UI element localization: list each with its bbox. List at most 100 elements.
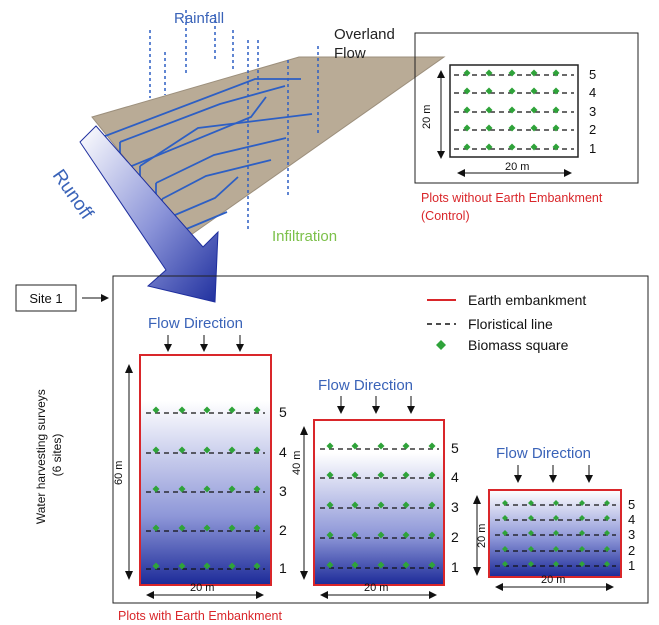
control-line-number: 3 xyxy=(589,104,596,119)
plot1-biomass-square xyxy=(203,524,211,532)
control-biomass-square xyxy=(530,143,538,151)
plot3-line-number: 5 xyxy=(628,497,635,512)
legend-biomass-label: Biomass square xyxy=(468,337,569,353)
plot3-biomass-square xyxy=(579,530,585,536)
control-biomass-square xyxy=(552,106,560,114)
runoff-arrow xyxy=(79,125,219,303)
plot2-line-number: 5 xyxy=(451,440,459,456)
control-bottom-label: 20 m xyxy=(505,161,529,173)
plot1-biomass-square xyxy=(152,446,160,454)
plot2-biomass-square xyxy=(326,531,334,539)
control-biomass-square xyxy=(485,143,493,151)
control-biomass-square xyxy=(530,124,538,132)
plot1-biomass-square xyxy=(178,524,186,532)
plot3-biomass-square xyxy=(502,530,508,536)
plot1-line-number: 1 xyxy=(279,560,287,576)
plot1-side-label: 60 m xyxy=(113,461,125,485)
control-caption-line-2: (Control) xyxy=(421,209,470,223)
plot2-line-number: 1 xyxy=(451,559,459,575)
plot2-line-number: 3 xyxy=(451,499,459,515)
plot2-grid: 5 4 3 2 1 xyxy=(320,440,459,575)
plot2-biomass-square xyxy=(402,501,410,509)
plot3-biomass-square xyxy=(528,500,534,506)
plot2-biomass-square xyxy=(402,561,410,569)
control-caption: Plots without Earth Embankment (Control) xyxy=(421,191,606,223)
bottom-caption: Plots with Earth Embankment xyxy=(118,609,282,623)
plot1-biomass-square xyxy=(152,524,160,532)
plot2-biomass-square xyxy=(428,471,436,479)
plot2-bottom-label: 20 m xyxy=(364,582,388,594)
control-line-number: 4 xyxy=(589,85,596,100)
plot1-biomass-square xyxy=(178,406,186,414)
control-line-number: 2 xyxy=(589,122,596,137)
hillslope-schematic: Runoff Rainfall Overland Flow Infiltrati… xyxy=(48,10,446,303)
plot2-biomass-square xyxy=(402,442,410,450)
plot1-biomass-square xyxy=(228,485,236,493)
plot2-biomass-square xyxy=(377,501,385,509)
plot3-biomass-square xyxy=(502,546,508,552)
plot1-biomass-square xyxy=(203,562,211,570)
control-biomass-square xyxy=(552,69,560,77)
control-biomass-square xyxy=(463,143,471,151)
plot1-biomass-square xyxy=(178,562,186,570)
plot2-side-label: 40 m xyxy=(291,451,303,475)
plot2-biomass-square xyxy=(326,442,334,450)
rainfall-lines xyxy=(149,10,319,230)
control-biomass-square xyxy=(552,143,560,151)
plot3-biomass-square xyxy=(604,561,610,567)
control-biomass-square xyxy=(508,106,516,114)
plot1-biomass-square xyxy=(253,406,261,414)
plot2-biomass-square xyxy=(428,442,436,450)
control-line-number: 1 xyxy=(589,141,596,156)
site-label: Site 1 xyxy=(29,291,62,306)
plot2-biomass-square xyxy=(377,471,385,479)
control-biomass-square xyxy=(552,124,560,132)
plot1-biomass-square xyxy=(228,524,236,532)
control-biomass-square xyxy=(552,87,560,95)
plot2-biomass-square xyxy=(351,442,359,450)
control-biomass-square xyxy=(485,87,493,95)
plot1-biomass-square xyxy=(152,562,160,570)
plot1-biomass-square xyxy=(228,446,236,454)
plot3-biomass-square xyxy=(604,515,610,521)
control-plot: 5 4 3 2 1 20 m 20 m Plots without Earth Emba… xyxy=(414,32,639,223)
plot3-biomass-square xyxy=(604,530,610,536)
legend-biomass-swatch xyxy=(436,340,446,350)
plot2-line-number: 2 xyxy=(451,529,459,545)
plot2-biomass-square xyxy=(351,471,359,479)
plot3-side-label: 20 m xyxy=(476,524,488,548)
plot3-biomass-square xyxy=(528,561,534,567)
plot3-biomass-square xyxy=(604,546,610,552)
control-line-number: 5 xyxy=(589,67,596,82)
plot3-biomass-square xyxy=(502,561,508,567)
control-biomass-square xyxy=(463,106,471,114)
site-frame xyxy=(112,275,649,604)
control-plot-frame xyxy=(414,32,639,184)
runoff-label: Runoff xyxy=(48,166,98,224)
plot1-biomass-square xyxy=(178,485,186,493)
plot3-line-number: 3 xyxy=(628,527,635,542)
plot1-grid: 5 4 3 2 1 xyxy=(146,404,287,576)
control-biomass-square xyxy=(530,87,538,95)
legend: Earth embankment Floristical line Biomas… xyxy=(427,292,586,353)
plot3-biomass-square xyxy=(528,515,534,521)
rainfall-label: Rainfall xyxy=(174,10,224,27)
plot1-biomass-square xyxy=(228,562,236,570)
plot2-biomass-square xyxy=(402,531,410,539)
plot1-biomass-square xyxy=(203,485,211,493)
control-biomass-square xyxy=(508,124,516,132)
plot3-biomass-square xyxy=(553,561,559,567)
control-caption-line-1: Plots without Earth Embankment xyxy=(421,191,603,205)
control-plot-grid: 5 4 3 2 1 xyxy=(454,67,596,156)
plot2-biomass-square xyxy=(428,501,436,509)
control-biomass-square xyxy=(485,106,493,114)
plot1-line-number: 3 xyxy=(279,483,287,499)
legend-floristical-label: Floristical line xyxy=(468,316,553,332)
plot3-biomass-square xyxy=(553,530,559,536)
plot1-biomass-square xyxy=(253,446,261,454)
plot2-biomass-square xyxy=(377,561,385,569)
plot2-biomass-square xyxy=(326,471,334,479)
plot2-biomass-square xyxy=(428,561,436,569)
plot2-embankment xyxy=(313,419,445,586)
plot1-line-number: 2 xyxy=(279,522,287,538)
